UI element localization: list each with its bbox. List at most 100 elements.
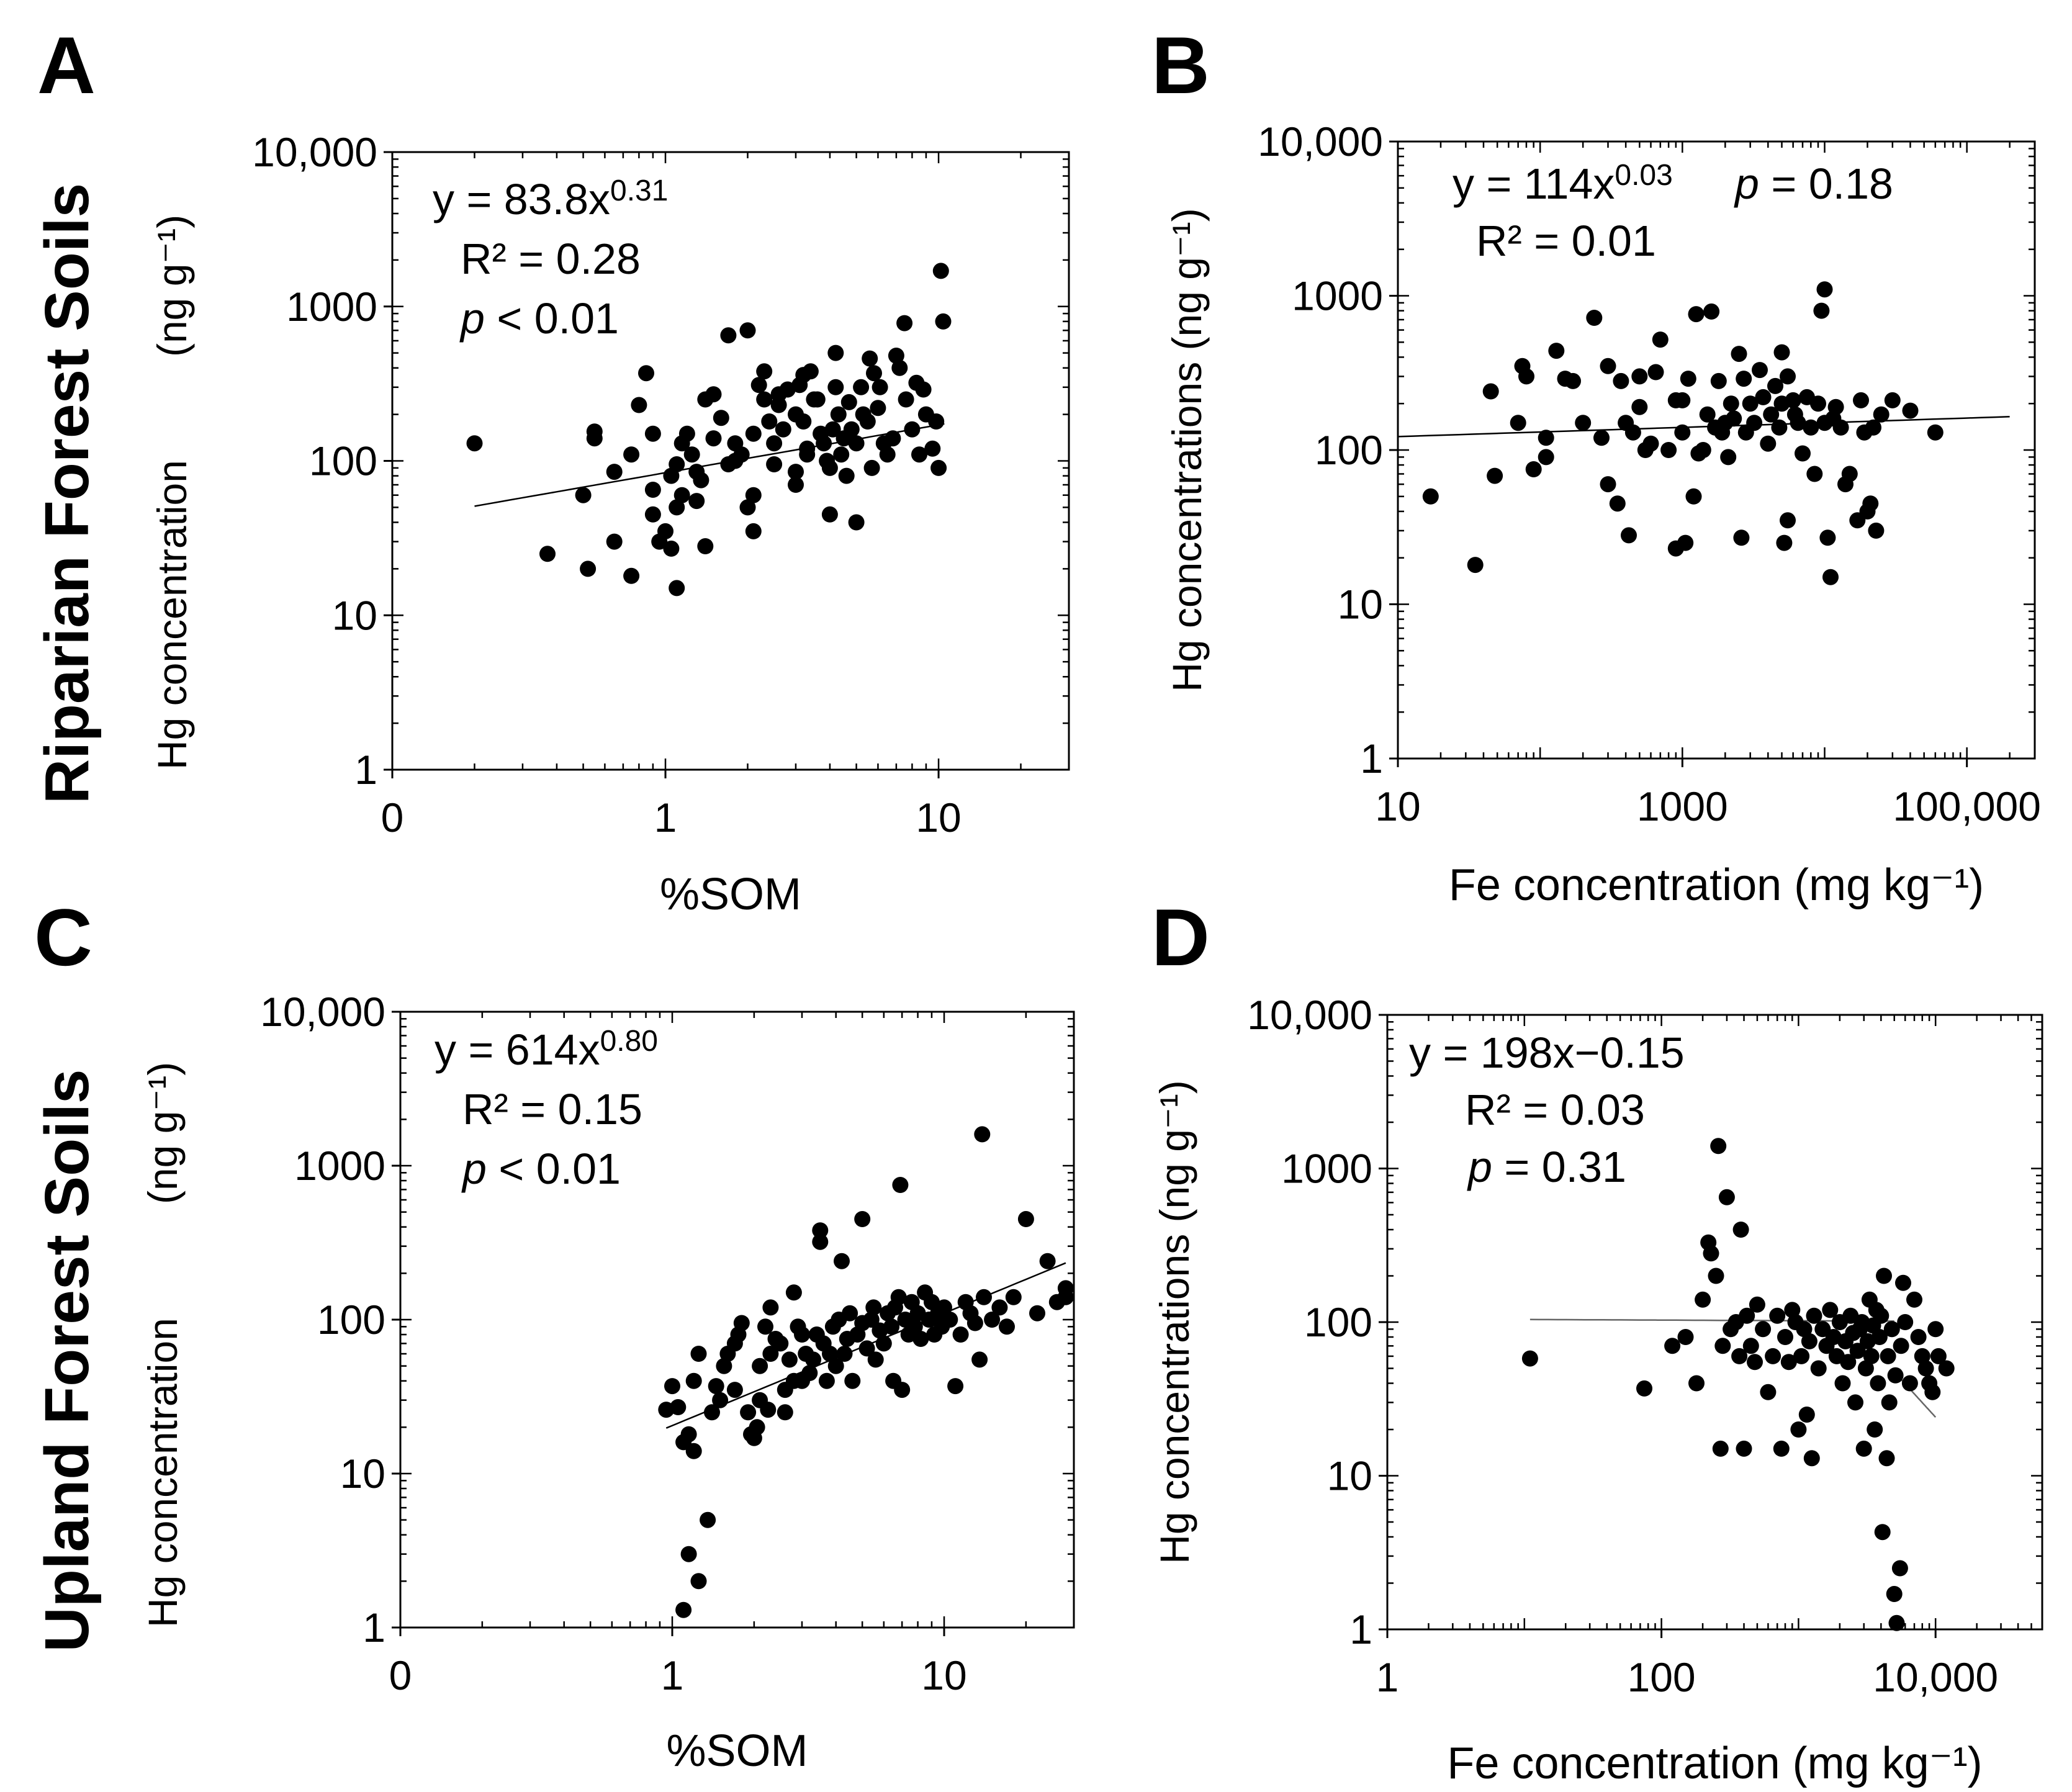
data-point (1624, 424, 1641, 441)
data-point (1057, 1289, 1074, 1305)
p-value-text: < 0.01 (487, 1145, 621, 1193)
data-point (1887, 1367, 1904, 1384)
data-point (1888, 1614, 1905, 1631)
data-point (1029, 1305, 1045, 1321)
data-point (947, 1378, 964, 1395)
y-tick-label: 10,000 (1247, 992, 1372, 1038)
data-point (713, 410, 729, 426)
data-point (1017, 1211, 1034, 1227)
data-point (1695, 442, 1711, 458)
data-point (657, 523, 673, 539)
data-point (891, 359, 908, 376)
panel-d: D 1 10 100 1000 10,000 1 100 10,000 Fe concentrat… (1151, 892, 2043, 1788)
data-point (1720, 449, 1737, 466)
y-axis-label: Hg concentration (149, 460, 195, 770)
data-point (704, 1404, 720, 1421)
data-point (788, 464, 804, 480)
data-point (863, 1312, 880, 1328)
data-point (638, 365, 654, 382)
data-point (1703, 303, 1720, 320)
data-point (1467, 557, 1484, 574)
data-point (1747, 1354, 1763, 1371)
data-point (1718, 1189, 1735, 1205)
x-tick-label: 1 (1376, 1654, 1399, 1700)
data-point (1674, 392, 1691, 408)
y-tick-label: 1000 (1292, 273, 1383, 319)
data-point (1803, 1450, 1820, 1467)
data-point (1739, 1307, 1755, 1324)
fit-equation-exponent: 0.03 (1615, 159, 1672, 192)
data-point (1886, 1586, 1903, 1602)
data-point (1938, 1360, 1955, 1377)
data-point (836, 1346, 853, 1362)
row-label-upland: Upland Forest Soils (32, 1069, 102, 1652)
data-point (862, 350, 878, 367)
y-axis-label: Hg concentrations (ng g⁻¹) (1164, 208, 1210, 692)
data-point (1849, 1343, 1866, 1359)
data-point (733, 446, 750, 463)
data-point (801, 1365, 818, 1381)
data-point (794, 1326, 810, 1343)
data-point (673, 487, 690, 503)
r-squared: R² = 0.03 (1465, 1086, 1645, 1134)
data-point (775, 421, 791, 438)
x-tick-label: 0 (381, 795, 404, 840)
data-point (854, 1211, 871, 1227)
data-point (1784, 1302, 1801, 1318)
data-point (1773, 344, 1790, 361)
y-tick-label: 1 (363, 1605, 385, 1650)
data-point (915, 381, 932, 398)
data-point (1600, 476, 1616, 493)
y-tick-label: 1 (1360, 736, 1383, 781)
data-point (1548, 343, 1565, 359)
data-point (760, 1402, 777, 1418)
data-point (606, 533, 623, 550)
panel-letter: A (37, 20, 96, 110)
y-axis-unit: (ng g⁻¹) (149, 215, 195, 357)
data-point (726, 1382, 743, 1398)
data-point (693, 472, 709, 489)
p-symbol: p (1734, 160, 1759, 208)
data-point (466, 435, 483, 452)
data-point (932, 263, 949, 279)
y-axis-label: Hg concentration (140, 1318, 186, 1628)
data-point (1917, 1360, 1934, 1377)
data-point (1793, 1348, 1810, 1364)
y-tick-label: 100 (1304, 1299, 1372, 1345)
data-point (1695, 1291, 1711, 1308)
data-point (1827, 398, 1844, 415)
p-value-text: < 0.01 (485, 294, 619, 343)
data-point (802, 363, 819, 380)
data-point (894, 1382, 911, 1398)
data-point (756, 391, 773, 408)
p-value: p < 0.01 (461, 1145, 621, 1193)
data-point (1510, 415, 1526, 431)
row-label-riparian: Riparian Forest Soils (32, 183, 102, 804)
data-point (1901, 1375, 1918, 1392)
data-point (1853, 392, 1869, 408)
data-point (866, 365, 882, 382)
data-point (716, 1358, 732, 1374)
data-point (834, 1253, 850, 1269)
data-point (1647, 364, 1664, 380)
panel-letter: C (34, 892, 92, 983)
data-point (1810, 395, 1826, 412)
y-tick-label: 10,000 (260, 989, 385, 1035)
r-squared: R² = 0.01 (1476, 217, 1656, 265)
data-point (848, 514, 865, 531)
data-point (752, 1358, 768, 1374)
data-point (1776, 534, 1793, 551)
data-point (865, 1299, 882, 1316)
data-point (1790, 1421, 1807, 1438)
data-point (863, 459, 880, 476)
data-point (1803, 419, 1819, 436)
y-tick-label: 1000 (294, 1143, 385, 1189)
data-point (1763, 406, 1780, 423)
data-point (1749, 1296, 1765, 1313)
data-point (1930, 1348, 1947, 1364)
data-point (1777, 1329, 1793, 1345)
data-point (1806, 466, 1823, 482)
p-value: p < 0.01 (459, 294, 619, 343)
data-point (675, 1601, 692, 1618)
